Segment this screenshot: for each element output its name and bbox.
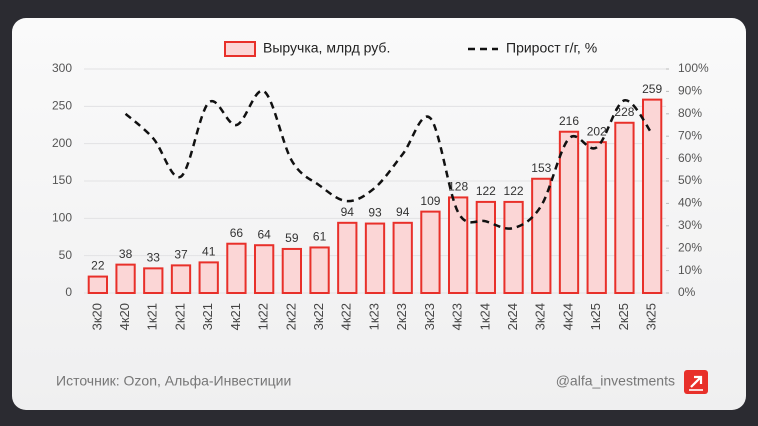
legend-swatch: [224, 41, 256, 57]
legend-label: Прирост г/г, %: [506, 40, 597, 56]
y-tick-label: 300: [52, 61, 72, 75]
y2-tick-label: 0%: [678, 285, 696, 299]
x-tick-label: 1к25: [588, 303, 603, 330]
x-tick-label: 1к24: [477, 303, 492, 330]
x-tick-label: 1к21: [145, 303, 160, 330]
bar: [447, 196, 469, 294]
value-label: 259: [642, 82, 662, 96]
value-label: 64: [257, 227, 271, 241]
x-tick-label: 1к23: [366, 303, 381, 330]
bar: [143, 267, 164, 294]
value-label: 93: [368, 206, 382, 220]
card: [12, 18, 746, 410]
y-tick-label: 50: [59, 248, 73, 262]
value-label: 41: [202, 245, 216, 259]
value-label: 94: [341, 205, 355, 219]
value-label: 38: [119, 247, 133, 261]
x-tick-label: 3к20: [89, 303, 104, 330]
bar: [226, 242, 247, 294]
y2-tick-label: 10%: [678, 263, 702, 277]
bar: [87, 275, 109, 294]
value-label: 228: [614, 105, 634, 119]
x-tick-label: 2к21: [172, 303, 187, 330]
bar: [198, 261, 219, 294]
x-tick-label: 3к24: [533, 303, 548, 330]
handle: @alfa_investments: [556, 373, 675, 389]
value-label: 37: [174, 248, 188, 262]
x-tick-label: 2к23: [394, 303, 409, 330]
legend-label: Выручка, млрд руб.: [263, 40, 390, 56]
value-label: 216: [559, 114, 579, 128]
value-label: 122: [476, 184, 496, 198]
value-label: 61: [313, 230, 327, 244]
y2-tick-label: 90%: [678, 84, 702, 98]
x-tick-label: 3к25: [644, 303, 659, 330]
y2-tick-label: 20%: [678, 240, 702, 254]
bar: [503, 200, 524, 294]
y2-tick-label: 80%: [678, 106, 702, 120]
x-tick-label: 4к22: [339, 303, 354, 330]
x-tick-label: 4к21: [228, 303, 243, 330]
value-label: 22: [91, 259, 105, 273]
bar: [475, 200, 497, 294]
value-label: 122: [504, 184, 524, 198]
y2-tick-label: 50%: [678, 173, 702, 187]
y2-tick-label: 30%: [678, 218, 702, 232]
x-tick-label: 2к22: [283, 303, 298, 330]
x-tick-label: 3к22: [311, 303, 326, 330]
bar: [337, 221, 358, 295]
bar: [531, 177, 552, 294]
value-label: 202: [587, 124, 607, 138]
bar: [420, 210, 441, 294]
bar: [281, 247, 303, 295]
bar: [586, 141, 607, 294]
value-label: 109: [420, 194, 440, 208]
bar: [115, 263, 136, 295]
x-tick-label: 4к23: [450, 303, 465, 330]
bar: [170, 264, 192, 294]
source: Источник: Ozon, Альфа-Инвестиции: [56, 373, 291, 389]
value-label: 153: [531, 161, 551, 175]
y-tick-label: 150: [52, 173, 72, 187]
y-tick-label: 0: [65, 285, 72, 299]
value-label: 33: [147, 251, 161, 265]
x-tick-label: 1к22: [256, 303, 271, 330]
x-tick-label: 4к24: [560, 303, 575, 330]
x-tick-label: 3к23: [422, 303, 437, 330]
bar: [641, 98, 663, 295]
x-tick-label: 2к25: [616, 303, 631, 330]
bar: [392, 221, 413, 295]
value-label: 94: [396, 205, 410, 219]
y-tick-label: 250: [52, 99, 72, 113]
bar: [614, 121, 635, 295]
value-label: 66: [230, 226, 244, 240]
x-tick-label: 3к21: [200, 303, 215, 330]
bar: [253, 244, 275, 294]
bar: [309, 246, 330, 295]
y2-tick-label: 40%: [678, 196, 702, 210]
y2-tick-label: 70%: [678, 128, 702, 142]
bar: [558, 130, 580, 294]
logo: [684, 370, 708, 394]
x-tick-label: 2к24: [505, 303, 520, 330]
x-tick-label: 4к20: [117, 303, 132, 330]
bar: [364, 222, 386, 294]
y2-tick-label: 100%: [678, 61, 709, 75]
y-tick-label: 100: [52, 211, 72, 225]
value-label: 128: [448, 180, 468, 194]
y2-tick-label: 60%: [678, 151, 702, 165]
y-tick-label: 200: [52, 136, 72, 150]
value-label: 59: [285, 231, 299, 245]
